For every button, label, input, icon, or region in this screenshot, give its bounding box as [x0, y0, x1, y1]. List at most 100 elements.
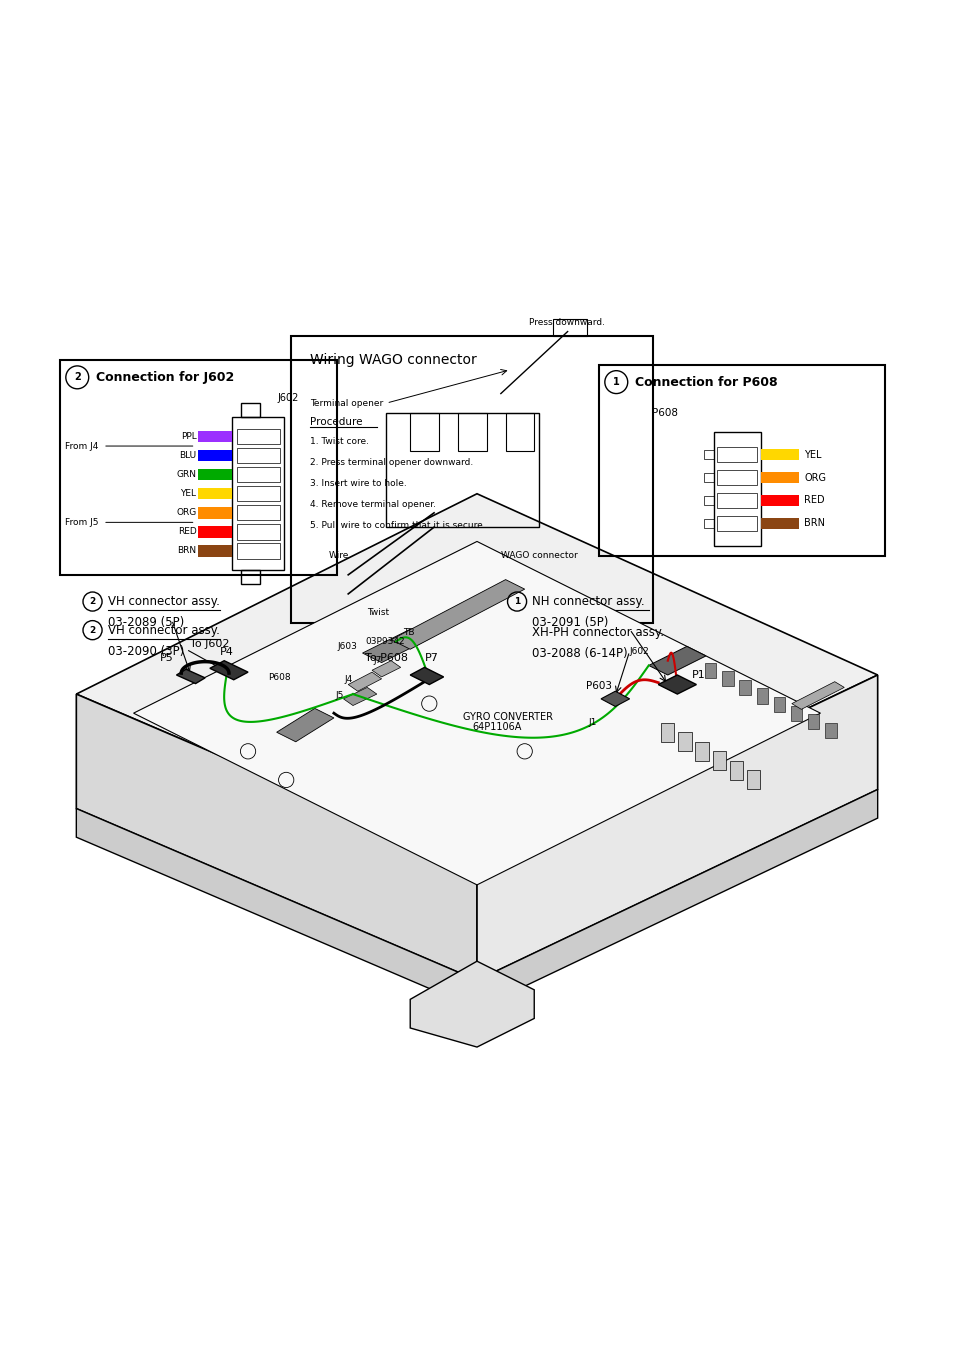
- Text: P7: P7: [425, 652, 438, 663]
- Text: P603: P603: [585, 682, 612, 691]
- Text: 4. Remove terminal opener.: 4. Remove terminal opener.: [310, 500, 436, 509]
- Bar: [198, 431, 232, 443]
- Text: YEL: YEL: [180, 489, 196, 498]
- Bar: [703, 495, 713, 505]
- Bar: [712, 752, 725, 771]
- Text: From J4: From J4: [65, 441, 98, 451]
- Bar: [198, 508, 232, 518]
- Text: From J5: From J5: [65, 518, 98, 526]
- Polygon shape: [476, 675, 877, 980]
- Bar: [598, 364, 884, 556]
- Text: 3. Insert wire to hole.: 3. Insert wire to hole.: [310, 479, 406, 487]
- Bar: [790, 706, 801, 721]
- Text: J4: J4: [344, 675, 353, 684]
- Polygon shape: [791, 682, 843, 709]
- Text: To J602: To J602: [190, 640, 230, 649]
- Text: P1: P1: [691, 670, 704, 680]
- Text: Press downward.: Press downward.: [529, 317, 605, 327]
- Bar: [721, 671, 733, 686]
- Bar: [236, 429, 279, 444]
- Polygon shape: [648, 647, 705, 675]
- Bar: [729, 761, 742, 780]
- Bar: [746, 771, 760, 790]
- Text: J1: J1: [588, 718, 597, 728]
- Bar: [198, 487, 232, 500]
- Text: Terminal opener: Terminal opener: [310, 398, 383, 408]
- Text: VH connector assy.: VH connector assy.: [108, 595, 219, 608]
- Bar: [291, 336, 653, 622]
- Polygon shape: [410, 667, 443, 684]
- Bar: [760, 494, 799, 506]
- Polygon shape: [176, 670, 205, 683]
- Bar: [717, 493, 757, 508]
- Text: RED: RED: [177, 528, 196, 536]
- Bar: [236, 543, 279, 559]
- Text: GYRO CONVERTER: GYRO CONVERTER: [462, 711, 552, 722]
- Bar: [198, 526, 232, 537]
- Bar: [760, 517, 799, 529]
- Text: Wiring WAGO connector: Wiring WAGO connector: [310, 354, 476, 367]
- Polygon shape: [210, 660, 248, 680]
- Bar: [739, 680, 750, 695]
- Bar: [236, 486, 279, 501]
- Text: 03-2089 (5P): 03-2089 (5P): [108, 616, 184, 629]
- Polygon shape: [133, 541, 820, 884]
- Polygon shape: [348, 672, 381, 691]
- Text: P608: P608: [651, 408, 677, 417]
- Bar: [713, 432, 760, 547]
- Text: XH-PH connector assy.: XH-PH connector assy.: [532, 625, 663, 639]
- Text: Twist: Twist: [367, 609, 389, 617]
- Text: NH connector assy.: NH connector assy.: [532, 595, 644, 608]
- Bar: [236, 467, 279, 482]
- Bar: [198, 468, 232, 481]
- Bar: [703, 450, 713, 459]
- Polygon shape: [410, 961, 534, 1048]
- Text: 03P9342: 03P9342: [365, 637, 405, 647]
- Text: 03-2091 (5P): 03-2091 (5P): [532, 616, 608, 629]
- Bar: [241, 404, 260, 417]
- Bar: [553, 319, 586, 336]
- Bar: [236, 505, 279, 521]
- Text: 03-2090 (3P): 03-2090 (3P): [108, 645, 184, 657]
- Bar: [236, 448, 279, 463]
- Bar: [386, 413, 538, 526]
- Polygon shape: [362, 629, 429, 663]
- Text: 5. Pull wire to confirm that it is secure.: 5. Pull wire to confirm that it is secur…: [310, 521, 485, 529]
- Text: J602: J602: [629, 647, 649, 656]
- Bar: [236, 524, 279, 540]
- Text: 2: 2: [90, 597, 95, 606]
- Text: YEL: YEL: [803, 450, 821, 459]
- Bar: [678, 732, 691, 752]
- Bar: [703, 518, 713, 528]
- Text: Connection for J602: Connection for J602: [96, 371, 234, 383]
- Text: Connection for P608: Connection for P608: [635, 375, 778, 389]
- Bar: [717, 470, 757, 485]
- Text: TB: TB: [403, 628, 415, 637]
- Text: P5: P5: [160, 652, 173, 663]
- Bar: [773, 697, 784, 713]
- Bar: [807, 714, 819, 729]
- Polygon shape: [372, 660, 400, 676]
- Text: J602: J602: [277, 393, 298, 404]
- Text: J7: J7: [373, 656, 381, 666]
- Bar: [695, 741, 708, 761]
- Bar: [717, 516, 757, 531]
- Text: 1: 1: [612, 377, 619, 387]
- Bar: [198, 545, 232, 556]
- Polygon shape: [76, 790, 877, 1008]
- Bar: [60, 360, 336, 575]
- Polygon shape: [343, 687, 376, 706]
- Text: GRN: GRN: [176, 470, 196, 479]
- Text: 03-2088 (6-14P): 03-2088 (6-14P): [532, 647, 627, 660]
- Bar: [704, 663, 716, 678]
- Polygon shape: [76, 494, 877, 865]
- Text: ORG: ORG: [803, 472, 825, 482]
- Text: VH connector assy.: VH connector assy.: [108, 624, 219, 637]
- Polygon shape: [76, 694, 476, 980]
- Bar: [457, 413, 486, 451]
- Bar: [824, 722, 836, 738]
- Text: BRN: BRN: [803, 518, 824, 528]
- Text: 1: 1: [514, 597, 519, 606]
- Text: RED: RED: [803, 495, 824, 505]
- Text: To P608: To P608: [364, 652, 408, 663]
